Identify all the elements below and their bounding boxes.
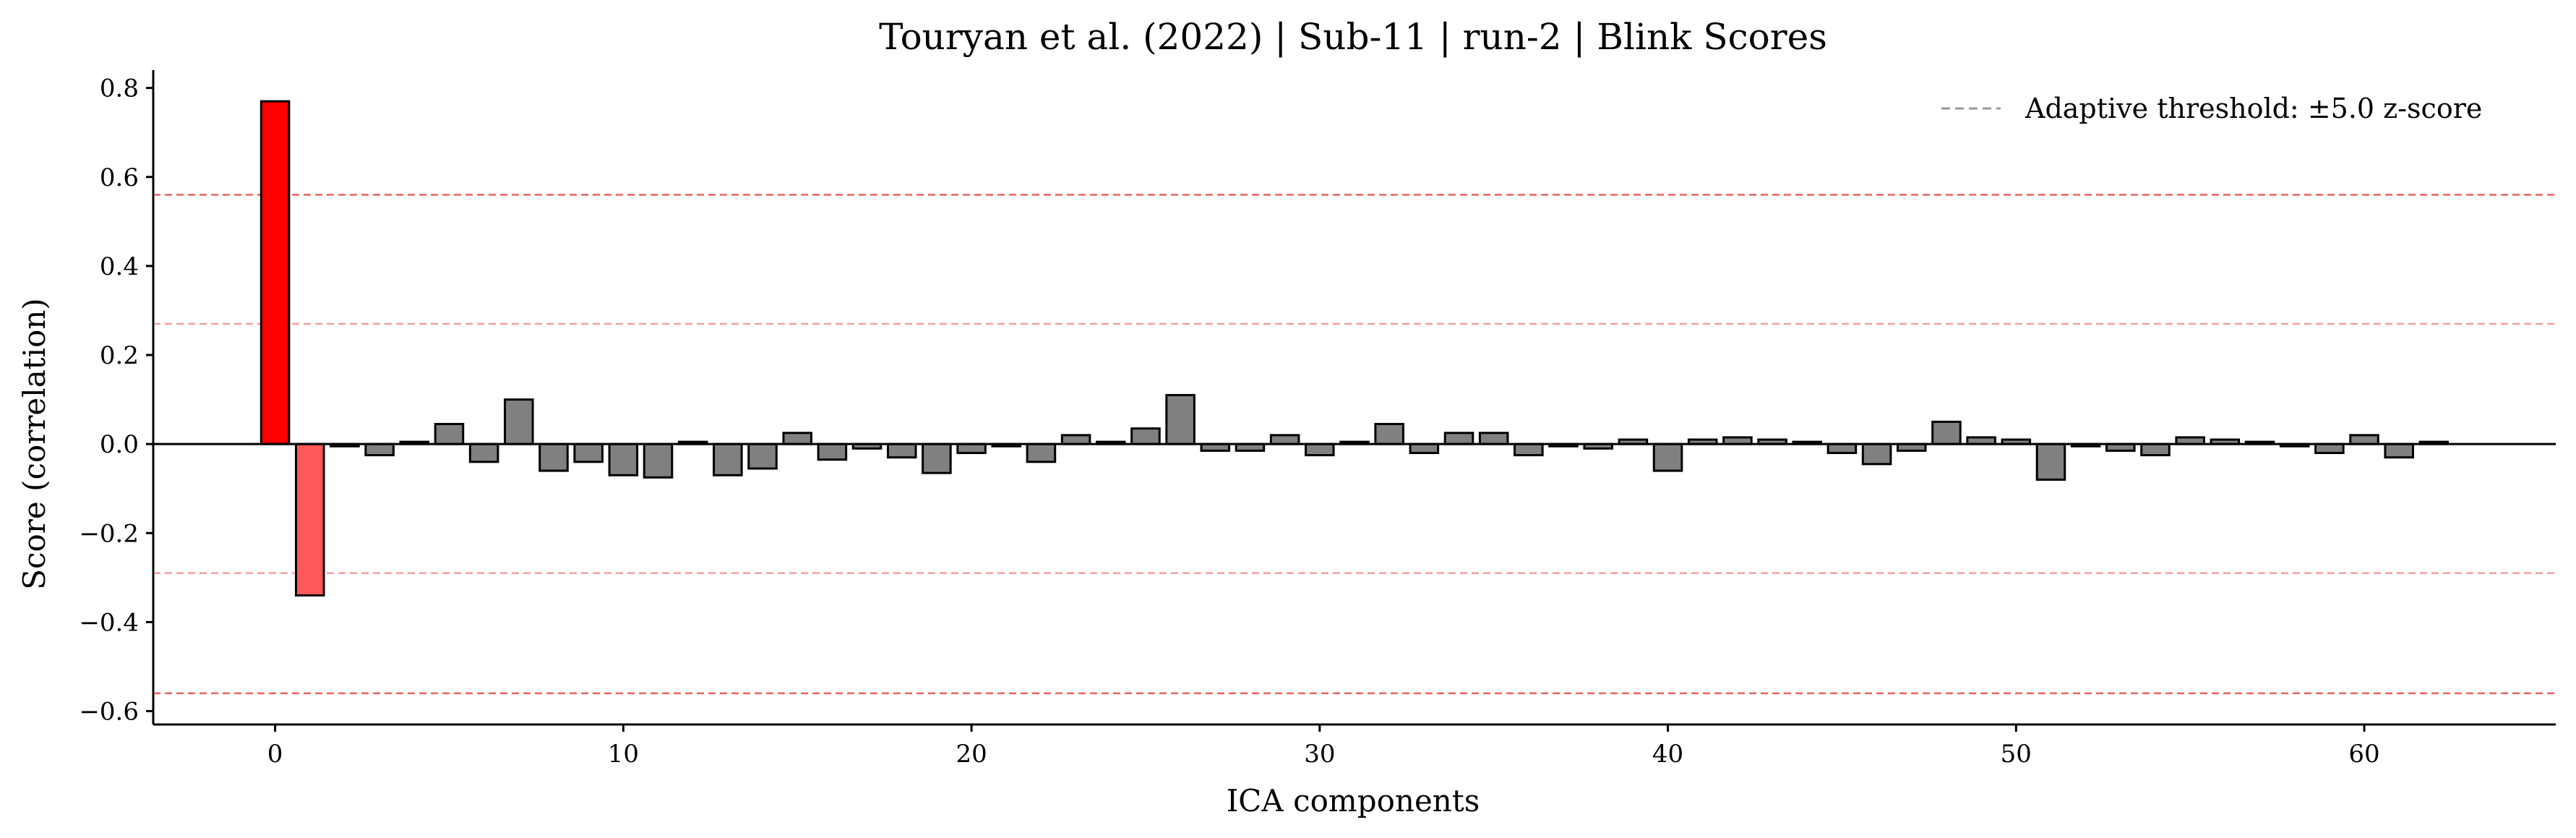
x-tick-label: 30 [1304, 740, 1335, 769]
bar-component-29 [1269, 434, 1300, 445]
bar-component-54 [2140, 442, 2171, 457]
y-tick-label: −0.6 [79, 698, 139, 727]
bar-component-9 [573, 442, 604, 463]
chart-title: Touryan et al. (2022) | Sub-11 | run-2 |… [879, 16, 1827, 58]
bar-component-23 [1060, 434, 1091, 445]
bar-component-13 [713, 442, 743, 476]
bar-component-48 [1931, 420, 1962, 445]
y-axis-label: Score (correlation) [17, 298, 52, 590]
bar-component-30 [1305, 442, 1335, 457]
bar-component-1 [295, 442, 325, 597]
threshold-lines [153, 194, 2556, 695]
x-tick-label: 60 [2348, 740, 2379, 769]
x-tick-label: 40 [1652, 740, 1683, 769]
y-tick-label: −0.4 [79, 608, 139, 637]
x-ticks: 0 10 20 30 40 50 60 [267, 724, 2380, 769]
legend: Adaptive threshold: ±5.0 z-score [1941, 93, 2482, 124]
bar-component-6 [468, 442, 499, 463]
bar-component-15 [782, 432, 812, 445]
bar-component-8 [538, 442, 569, 472]
bar-component-40 [1652, 442, 1683, 472]
bar-component-35 [1478, 432, 1509, 445]
x-tick-label: 0 [267, 740, 283, 769]
x-tick-label: 10 [608, 740, 639, 769]
x-tick-label: 20 [956, 740, 987, 769]
bar-component-19 [922, 442, 952, 474]
bar-component-61 [2384, 442, 2414, 459]
bar-component-33 [1409, 442, 1440, 454]
y-tick-label: 0.8 [100, 74, 139, 103]
bar-component-20 [956, 442, 987, 454]
legend-label: Adaptive threshold: ±5.0 z-score [2025, 93, 2482, 124]
bar-component-60 [2349, 434, 2379, 445]
bar-component-51 [2035, 442, 2066, 481]
bar-component-16 [817, 442, 848, 461]
y-tick-label: 0.2 [100, 341, 139, 370]
y-tick-label: 0.0 [100, 430, 139, 459]
bar-component-25 [1130, 427, 1161, 445]
bar-component-34 [1443, 432, 1474, 445]
bar-component-32 [1374, 422, 1404, 445]
bar-component-10 [608, 442, 639, 476]
y-tick-label: 0.6 [100, 163, 139, 192]
x-tick-label: 50 [2001, 740, 2032, 769]
bar-component-11 [643, 442, 674, 479]
bar-component-45 [1826, 442, 1858, 454]
bar-component-59 [2314, 442, 2345, 454]
bar-component-36 [1514, 442, 1544, 457]
y-tick-label: 0.4 [100, 252, 139, 281]
bar-component-26 [1165, 393, 1195, 445]
y-ticks: 0.8 0.6 0.4 0.2 0.0 −0.2 −0.4 −0.6 [79, 74, 153, 727]
bar-component-5 [434, 422, 465, 445]
bar-component-18 [886, 442, 917, 459]
bar-component-22 [1026, 442, 1057, 463]
y-tick-label: −0.2 [79, 519, 139, 548]
bar-component-14 [747, 442, 778, 470]
bar-component-7 [504, 398, 534, 445]
bar-component-0 [259, 100, 291, 445]
bar-component-3 [364, 442, 395, 457]
x-axis-label: ICA components [1227, 783, 1480, 818]
bars [259, 100, 2450, 597]
bar-component-46 [1861, 442, 1892, 466]
